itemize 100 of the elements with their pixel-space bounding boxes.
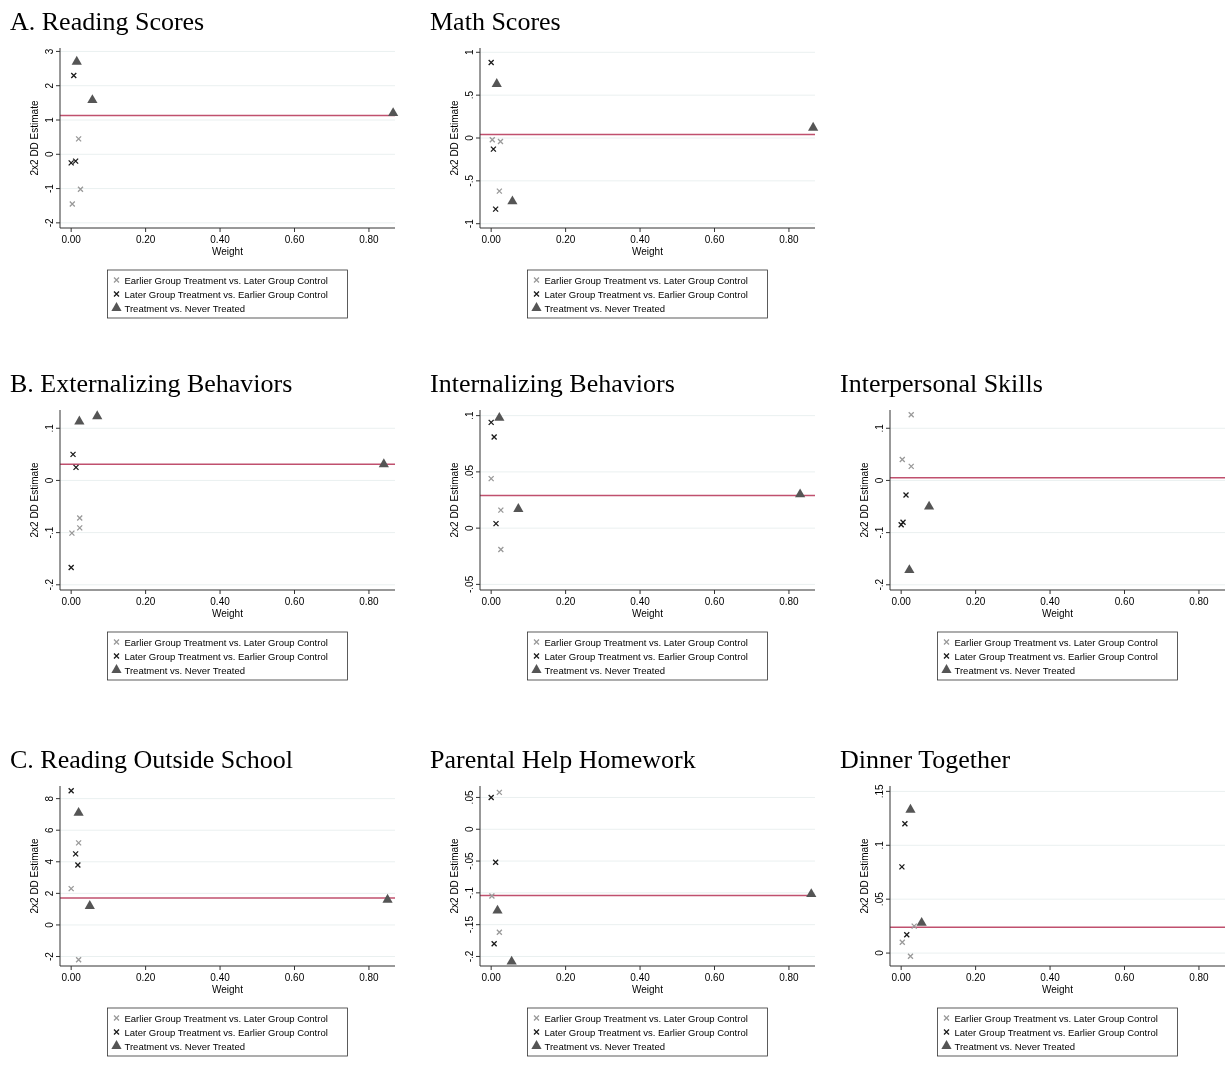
x-tick-label: 0.60 <box>704 234 725 245</box>
x-tick-label: 0.20 <box>135 596 156 607</box>
chart-title: Math Scores <box>430 7 561 36</box>
point <box>907 953 914 960</box>
legend-label: Earlier Group Treatment vs. Later Group Control <box>544 274 748 286</box>
point <box>73 806 84 816</box>
y-tick-label: .1 <box>464 411 475 420</box>
y-tick-label: 6 <box>44 826 55 833</box>
point <box>74 415 85 425</box>
y-tick-label: .05 <box>464 790 475 805</box>
x-tick-label: 0.60 <box>1114 596 1135 607</box>
x-tick-label: 0.20 <box>965 596 986 607</box>
x-tick-label: 0.40 <box>210 972 231 983</box>
chart-title: C. Reading Outside School <box>10 745 294 774</box>
point <box>87 94 98 104</box>
x-axis-title: Weight <box>632 246 664 257</box>
y-tick-label: .5 <box>464 90 475 100</box>
x-tick-label: 0.80 <box>1189 596 1210 607</box>
x-axis-title: Weight <box>212 984 244 995</box>
point <box>908 463 915 470</box>
x-tick-label: 0.60 <box>284 596 305 607</box>
x-tick-label: 0.60 <box>284 972 305 983</box>
legend-label: Later Group Treatment vs. Earlier Group Control <box>544 650 748 662</box>
y-tick-label: .05 <box>464 464 475 479</box>
legend-label: Later Group Treatment vs. Earlier Group Control <box>124 288 328 300</box>
x-tick-label: 0.40 <box>630 234 651 245</box>
point <box>496 187 503 195</box>
y-tick-label: 0 <box>464 524 475 531</box>
x-tick-label: 0.00 <box>891 596 912 607</box>
x-axis-title: Weight <box>212 246 244 257</box>
point <box>497 546 504 553</box>
x-tick-label: 0.80 <box>359 596 380 607</box>
x-axis-title: Weight <box>632 984 664 995</box>
y-tick-label: .15 <box>874 784 885 799</box>
y-tick-label: .1 <box>874 840 885 850</box>
point <box>490 145 497 153</box>
x-tick-label: 0.80 <box>779 234 800 245</box>
point <box>795 488 806 498</box>
legend-label: Earlier Group Treatment vs. Later Group Control <box>124 1012 328 1024</box>
point <box>92 410 103 420</box>
point <box>916 917 927 926</box>
x-tick-label: 0.20 <box>555 972 576 983</box>
y-axis-title: 2x2 DD Estimate <box>449 100 460 176</box>
y-axis-title: 2x2 DD Estimate <box>449 838 460 914</box>
legend-label: Later Group Treatment vs. Earlier Group Control <box>544 288 748 300</box>
point <box>68 787 75 794</box>
y-tick-label: -.1 <box>874 526 885 539</box>
legend-label: Earlier Group Treatment vs. Later Group Control <box>544 636 748 648</box>
point <box>492 904 503 914</box>
x-axis-title: Weight <box>632 608 664 619</box>
y-axis-title: 2x2 DD Estimate <box>859 462 870 538</box>
x-tick-label: 0.60 <box>284 234 305 245</box>
point <box>488 475 495 482</box>
point <box>75 839 82 846</box>
x-tick-label: 0.40 <box>210 234 231 245</box>
y-tick-label: -.5 <box>464 174 475 187</box>
x-tick-label: 0.80 <box>359 234 380 245</box>
x-tick-label: 0.80 <box>779 972 800 983</box>
x-tick-label: 0.40 <box>1040 596 1061 607</box>
legend-label: Treatment vs. Never Treated <box>124 302 246 314</box>
chart-title: Dinner Together <box>840 745 1011 774</box>
y-tick-label: 1 <box>44 116 55 123</box>
point <box>488 59 495 66</box>
y-tick-label: 2 <box>44 82 55 89</box>
point <box>68 564 75 571</box>
legend-label: Earlier Group Treatment vs. Later Group Control <box>954 1012 1158 1024</box>
y-tick-label: -.1 <box>464 886 475 899</box>
y-tick-label: 0 <box>464 826 475 833</box>
y-tick-label: .05 <box>874 891 885 907</box>
point <box>70 72 77 79</box>
legend-label: Treatment vs. Never Treated <box>124 1040 246 1052</box>
y-tick-label: 0 <box>874 949 885 956</box>
chart-title: B. Externalizing Behaviors <box>10 369 293 398</box>
x-axis-title: Weight <box>212 608 244 619</box>
x-tick-label: 0.60 <box>704 972 725 983</box>
x-tick-label: 0.80 <box>779 596 800 607</box>
x-tick-label: 0.20 <box>135 972 156 983</box>
legend-label: Treatment vs. Never Treated <box>124 664 246 676</box>
x-tick-label: 0.00 <box>481 972 502 983</box>
x-tick-label: 0.80 <box>1189 972 1210 983</box>
point <box>488 419 495 426</box>
legend-label: Treatment vs. Never Treated <box>544 664 666 676</box>
legend-label: Treatment vs. Never Treated <box>954 1040 1076 1052</box>
x-tick-label: 0.00 <box>481 596 502 607</box>
point <box>494 411 505 421</box>
point <box>69 200 76 208</box>
y-tick-label: -1 <box>44 183 55 194</box>
point <box>908 411 915 418</box>
legend-label: Treatment vs. Never Treated <box>544 1040 666 1052</box>
y-tick-label: -1 <box>464 218 475 229</box>
x-tick-label: 0.00 <box>61 972 82 983</box>
x-tick-label: 0.00 <box>481 234 502 245</box>
x-tick-label: 0.40 <box>1040 972 1061 983</box>
x-tick-label: 0.20 <box>555 234 576 245</box>
point <box>513 503 524 512</box>
legend-label: Later Group Treatment vs. Earlier Group Control <box>124 1026 328 1038</box>
y-tick-label: -.05 <box>464 575 475 593</box>
point <box>71 55 82 65</box>
point <box>76 514 83 522</box>
y-tick-label: -.05 <box>464 852 475 870</box>
